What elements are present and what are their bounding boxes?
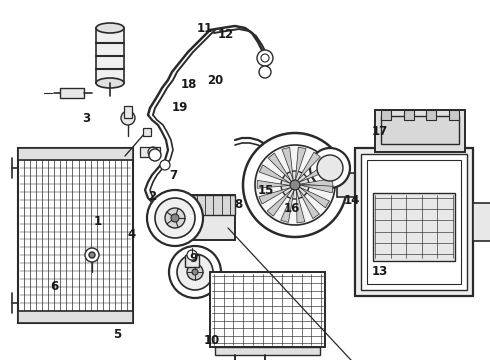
Bar [215,347,320,355]
Circle shape [85,248,99,262]
Bar [175,195,235,240]
Bar [96,28,124,83]
Text: 14: 14 [343,194,360,207]
Text: 12: 12 [217,28,234,41]
Polygon shape [282,147,294,180]
Text: 3: 3 [82,112,90,125]
Text: 20: 20 [207,75,224,87]
Circle shape [281,171,309,199]
Bar [175,195,235,215]
Bar [355,148,473,296]
Circle shape [89,252,95,258]
Circle shape [155,198,195,238]
Ellipse shape [96,23,124,33]
Text: 2: 2 [148,190,156,203]
Polygon shape [296,190,305,223]
Circle shape [187,250,197,260]
Text: 1: 1 [94,215,102,228]
Circle shape [259,66,271,78]
Polygon shape [259,165,290,183]
Bar [367,160,461,284]
Polygon shape [295,147,306,180]
Bar [381,110,391,120]
Text: 11: 11 [196,22,213,35]
Bar [185,255,199,267]
Polygon shape [299,187,329,208]
Bar [375,110,465,152]
Text: 15: 15 [258,184,274,197]
Polygon shape [257,180,290,188]
Polygon shape [267,189,292,216]
Circle shape [165,208,185,228]
Text: 4: 4 [127,228,135,240]
Bar [60,88,84,98]
Text: 17: 17 [371,125,388,138]
Bar [381,116,459,144]
Circle shape [273,158,283,168]
Polygon shape [300,179,333,186]
Polygon shape [281,190,294,222]
Bar [18,148,133,323]
Circle shape [257,50,273,66]
Text: 5: 5 [114,328,122,341]
Circle shape [147,190,203,246]
Polygon shape [259,188,291,204]
Text: 18: 18 [180,78,197,91]
Circle shape [171,214,179,222]
Text: 16: 16 [283,202,300,215]
Ellipse shape [96,78,124,88]
Bar [143,128,151,136]
Text: 6: 6 [50,280,58,293]
Bar [361,154,467,290]
Polygon shape [300,185,333,193]
Circle shape [255,145,335,225]
Circle shape [121,111,135,125]
Bar [140,147,160,157]
Text: 8: 8 [234,198,242,211]
Circle shape [317,155,343,181]
Bar [449,110,459,120]
Bar [18,311,133,323]
Polygon shape [297,152,320,181]
Circle shape [310,148,350,188]
Circle shape [160,160,170,170]
Text: 9: 9 [190,252,197,265]
Polygon shape [268,153,292,181]
Bar [210,272,325,347]
Text: 7: 7 [169,169,177,182]
Bar [18,148,133,160]
Bar [426,110,436,120]
Bar [473,203,490,241]
Circle shape [192,269,198,275]
Circle shape [290,180,300,190]
Text: 19: 19 [172,101,189,114]
Circle shape [149,149,161,161]
Circle shape [169,246,221,298]
Bar [373,193,455,261]
Circle shape [243,133,347,237]
Polygon shape [298,189,319,219]
Bar [337,173,357,197]
Circle shape [272,149,284,161]
Text: 13: 13 [371,265,388,278]
Bar [124,106,132,118]
Text: 10: 10 [203,334,220,347]
Circle shape [187,264,203,280]
Polygon shape [299,163,330,182]
Bar [404,110,414,120]
Circle shape [177,254,213,290]
